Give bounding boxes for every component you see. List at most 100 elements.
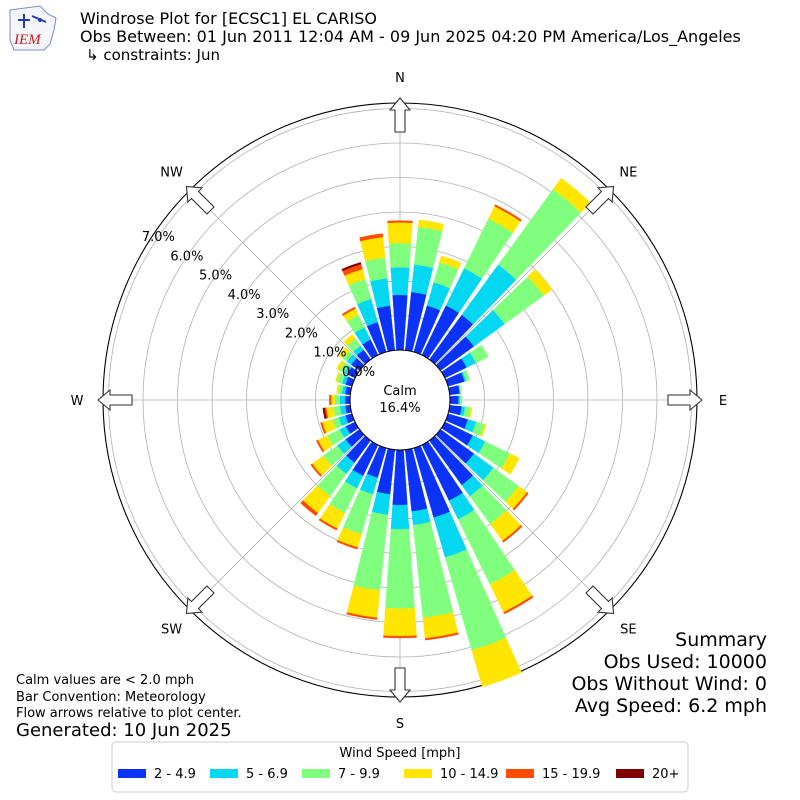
wind-bar-segment — [339, 395, 346, 405]
direction-arrow-icon — [185, 585, 215, 615]
legend-label: 2 - 4.9 — [154, 767, 196, 782]
compass-label: E — [719, 394, 727, 409]
legend-swatch — [404, 769, 432, 778]
wind-bar-segment — [371, 491, 391, 516]
wind-bar-segment — [318, 518, 338, 531]
radial-tick-label: 7.0% — [142, 230, 175, 245]
compass-label: NE — [619, 166, 637, 181]
chart-subtitle: Obs Between: 01 Jun 2011 12:04 AM - 09 J… — [80, 27, 741, 47]
grid-spoke — [189, 189, 365, 365]
generated-date: Generated: 10 Jun 2025 — [16, 720, 232, 741]
legend-swatch — [616, 769, 644, 778]
wind-bar-segment — [387, 222, 413, 244]
compass-label: S — [396, 717, 404, 732]
logo-text: IEM — [13, 32, 42, 48]
wind-bar-segment — [414, 226, 443, 269]
wind-bar-segment — [462, 370, 470, 382]
wind-bar-segment — [300, 500, 319, 517]
wind-bar-segment — [459, 395, 463, 405]
summary-title: Summary — [675, 629, 767, 651]
wind-bar-segment — [360, 236, 386, 262]
direction-arrow-icon — [388, 667, 412, 703]
wind-bar-segment — [424, 632, 459, 641]
wind-bar-segment — [448, 405, 462, 416]
direction-arrow-icon — [97, 388, 133, 412]
wind-bar-segment — [503, 595, 534, 615]
wind-bar-segment — [458, 395, 461, 405]
direction-arrow-icon — [388, 97, 412, 133]
summary-obs-without-wind: Obs Without Wind: 0 — [571, 673, 767, 695]
legend-label: 7 - 9.9 — [338, 767, 380, 782]
wind-bar-segment — [512, 491, 529, 511]
compass-label: SE — [620, 622, 636, 637]
legend-box — [111, 741, 689, 793]
wind-bar-segment — [359, 233, 384, 242]
wind-bar-segment — [390, 504, 410, 530]
iem-logo: IEM — [9, 5, 57, 51]
calm-circle — [349, 349, 451, 451]
radial-tick-label: 2.0% — [285, 326, 318, 341]
grid-spoke — [435, 189, 611, 365]
constraints-label: ↳ constraints: Jun — [86, 46, 220, 64]
wind-bar-segment — [335, 372, 341, 383]
wind-bar-segment — [458, 384, 462, 394]
wind-bar-segment — [334, 395, 341, 405]
wind-bar-segment — [501, 453, 520, 475]
wind-bar-segment — [388, 242, 412, 268]
direction-arrow-icon — [585, 585, 615, 615]
legend-swatch — [506, 769, 534, 778]
wind-bar-segment — [411, 264, 434, 295]
wind-bar-segment — [344, 395, 351, 405]
wind-bar-segment — [365, 257, 388, 282]
chart-title: Windrose Plot for [ECSC1] EL CARISO — [80, 9, 377, 28]
wind-bar-segment — [468, 407, 473, 418]
wind-bar-segment — [343, 334, 356, 346]
wind-bar-segment — [494, 204, 522, 222]
wind-bar-segment — [480, 423, 487, 437]
wind-bar-segment — [336, 539, 358, 550]
wind-bar-segment — [390, 266, 410, 296]
wind-bar-segment — [370, 278, 391, 309]
legend-label: 15 - 19.9 — [542, 767, 600, 782]
wind-bar-segment — [385, 528, 415, 609]
legend-label: 5 - 6.9 — [246, 767, 288, 782]
wind-bar-segment — [471, 637, 522, 688]
wind-bar-segment — [329, 394, 332, 406]
grid-spoke — [189, 435, 365, 611]
flow-arrows-note: Flow arrows relative to plot center. — [16, 706, 242, 721]
wind-bar-segment — [448, 385, 461, 395]
calm-note: Calm values are < 2.0 mph — [16, 673, 194, 688]
speed-legend: Wind Speed [mph] 2 - 4.9 5 - 6.9 7 - 9.9 10… — [111, 741, 689, 793]
calm-label: Calm — [383, 384, 416, 399]
wind-bar-segment — [330, 394, 335, 406]
grid-spoke — [435, 435, 611, 611]
wind-bar-segment — [417, 219, 445, 232]
compass-label: N — [395, 71, 405, 86]
wind-bar-segment — [383, 635, 417, 639]
compass-label: NW — [160, 166, 183, 181]
direction-arrows — [97, 97, 703, 703]
radial-tick-label: 1.0% — [313, 346, 346, 361]
axis-labels: N NE E SE S SW W NW 0.0% 1.0% 2.0% 3.0% 4.0% 5.0% 6.0%… — [71, 71, 728, 732]
wind-bar-segment — [338, 347, 350, 359]
wind-bar-segment — [469, 344, 489, 364]
direction-arrow-icon — [667, 388, 703, 412]
direction-arrow-icon — [185, 185, 215, 215]
compass-label: SW — [161, 622, 182, 637]
wind-bar-segment — [336, 360, 345, 371]
legend-label: 10 - 14.9 — [440, 767, 498, 782]
wind-bar-segment — [449, 395, 459, 405]
wind-bar-segment — [341, 262, 362, 272]
wind-bar-segment — [346, 612, 378, 620]
wind-bar-segment — [336, 384, 341, 394]
legend-swatch — [118, 769, 146, 778]
summary-avg-speed: Avg Speed: 6.2 mph — [575, 695, 767, 717]
legend-label: 20+ — [652, 767, 679, 782]
wind-bar-segment — [392, 449, 408, 506]
radial-tick-label: 0.0% — [342, 365, 375, 380]
wind-bar-segment — [341, 306, 356, 316]
radial-tick-label: 5.0% — [199, 269, 232, 284]
wind-bar-segment — [322, 407, 327, 420]
wind-bar-segment — [346, 585, 381, 619]
